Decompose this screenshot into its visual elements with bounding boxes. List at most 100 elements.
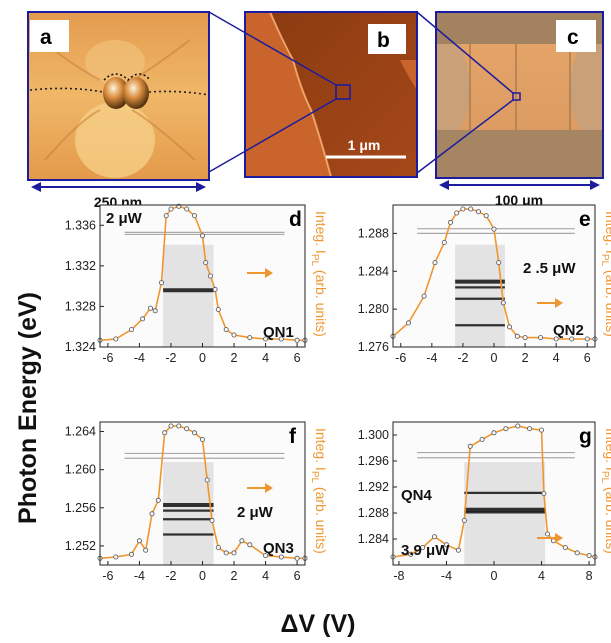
curve-point (207, 273, 213, 279)
y-tick-label: 1.328 (65, 299, 96, 313)
quantum-dot-label: QN2 (553, 322, 584, 339)
y-tick-label: 1.252 (65, 539, 96, 553)
curve-point (455, 547, 461, 553)
x-tick-label: 2 (522, 351, 529, 365)
x-tick-label: 0 (199, 351, 206, 365)
x-tick-label: 4 (262, 351, 269, 365)
x-tick-label: 2 (231, 351, 238, 365)
spectra-panels: 1.336 1.332 1.328 1.324 -6 -4 -2 0 2 4 6 d 2 μW QN1 In… (65, 203, 611, 583)
curve-point (541, 490, 547, 496)
x-tick-label: 6 (294, 351, 301, 365)
panel-label-e: e (579, 208, 591, 231)
integrated-intensity-curve (392, 208, 595, 340)
curve-point (405, 320, 411, 326)
y-axis-title: Photon Energy (eV) (14, 292, 42, 524)
curve-point (553, 336, 559, 342)
curve-point (491, 430, 497, 436)
x-tick-label: -4 (134, 351, 145, 365)
y-tick-label: 1.336 (65, 218, 96, 232)
curve-point (199, 233, 205, 239)
curve-point (162, 430, 168, 436)
curve-point (163, 213, 169, 219)
panel-label-g: g (579, 425, 592, 448)
curve-point (204, 477, 210, 483)
curve-point (527, 426, 533, 432)
curve-point (263, 336, 269, 342)
right-axis-label: Integ. IPL (arb. units) (309, 211, 329, 337)
curve-point (420, 545, 426, 551)
curve-point (199, 436, 205, 442)
curve-arrow-head (555, 298, 563, 308)
quantum-dot-label: QN1 (263, 324, 294, 341)
curve-point (496, 260, 502, 266)
curve-point (231, 550, 237, 556)
curve-point (461, 518, 467, 524)
excitation-power: 2 μW (237, 504, 274, 521)
curve-point (113, 336, 119, 342)
curve-point (203, 260, 209, 266)
curve-point (468, 206, 474, 212)
right-axis-label: Integ. IPL (arb. units) (599, 211, 611, 337)
x-tick-label: -6 (102, 351, 113, 365)
right-axis-label: Integ. IPL (arb. units) (309, 428, 329, 554)
spectrum-panel-f: 1.264 1.260 1.256 1.252 -6 -4 -2 0 2 4 6 f 2 μW QN3 In… (65, 421, 329, 583)
curve-point (432, 260, 438, 266)
y-tick-label: 1.260 (65, 463, 96, 477)
y-tick-label: 1.276 (358, 340, 389, 354)
x-tick-label: -6 (102, 569, 113, 583)
zoom-connectors (208, 11, 514, 174)
emission-region (464, 462, 546, 565)
x-tick-label: -6 (395, 351, 406, 365)
y-tick-label: 1.288 (358, 506, 389, 520)
excitation-power: 2 .5 μW (523, 260, 576, 277)
curve-point (147, 305, 153, 311)
curve-point (212, 286, 218, 292)
curve-arrow-head (265, 483, 273, 493)
curve-point (460, 206, 466, 212)
curve-point (192, 213, 198, 219)
curve-point (421, 293, 427, 299)
curve-point (538, 335, 544, 341)
y-tick-label: 1.256 (65, 501, 96, 515)
curve-point (128, 327, 134, 333)
curve-point (143, 547, 149, 553)
zoom-box-b (335, 84, 351, 100)
zoom-box-c (512, 92, 521, 101)
curve-point (447, 219, 453, 225)
curve-point (140, 316, 146, 322)
curve-point (184, 206, 190, 212)
curve-point (441, 239, 447, 245)
curve-point (215, 545, 221, 551)
curve-point (239, 538, 245, 544)
curve-point (294, 337, 300, 343)
x-tick-label: 6 (584, 351, 591, 365)
curve-point (192, 430, 198, 436)
quantum-dot-left (103, 77, 129, 109)
y-tick-label: 1.284 (358, 532, 389, 546)
scale-label-c: 100 μm (495, 192, 543, 208)
quantum-dot-label: QN3 (263, 540, 294, 557)
curve-point (503, 426, 509, 432)
y-tick-label: 1.280 (358, 302, 389, 316)
y-tick-label: 1.264 (65, 425, 96, 439)
curve-arrow-head (555, 533, 563, 543)
y-tick-label: 1.300 (358, 428, 389, 442)
curve-point (155, 497, 161, 503)
curve-point (184, 426, 190, 432)
curve-point (454, 210, 460, 216)
curve-point (223, 550, 229, 556)
curve-point (209, 518, 215, 524)
spectrum-panel-g: 1.300 1.296 1.292 1.288 1.284 -8 -4 0 4 8 g 3.9 μW Q… (358, 421, 611, 583)
curve-point (467, 443, 473, 449)
curve-point (294, 555, 300, 561)
curve-point (278, 336, 284, 342)
panel-label-c: c (567, 26, 579, 49)
curve-point (475, 209, 481, 215)
x-tick-label: -2 (165, 351, 176, 365)
x-tick-label: 0 (199, 569, 206, 583)
curve-point (215, 306, 221, 312)
curve-point (569, 336, 575, 342)
curve-point (432, 534, 438, 540)
emission-region (455, 244, 505, 347)
